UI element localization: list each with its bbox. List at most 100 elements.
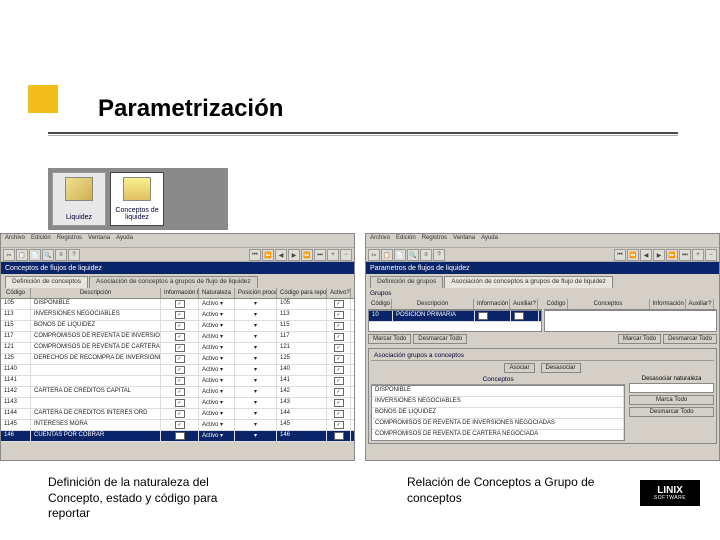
assoc-title: Asociación grupos a conceptos — [371, 351, 714, 361]
conceptos-button[interactable]: Conceptos de liquidez — [110, 172, 164, 226]
col-hist: Información histórica? — [161, 288, 199, 298]
table-row[interactable]: 1141✓Activo ▾▾141✓ — [1, 376, 354, 387]
conc-label: Conceptos — [371, 375, 625, 385]
nav-next[interactable]: ▶ — [653, 249, 665, 261]
liquidez-button[interactable]: Liquidez — [52, 172, 106, 226]
tb-btn[interactable]: 📄 — [394, 249, 406, 261]
nav-last[interactable]: ⏭ — [679, 249, 691, 261]
table-row[interactable]: 1143✓Activo ▾▾143✓ — [1, 398, 354, 409]
tab-asociacion[interactable]: Asociación de conceptos a grupos de fluj… — [89, 276, 258, 288]
tb-btn[interactable]: 📄 — [29, 249, 41, 261]
window-title-right: Parametros de flujos de liquidez — [366, 262, 719, 274]
desasociar-btn[interactable]: Desasociar — [541, 363, 581, 373]
list-item[interactable]: COMPROMISOS DE REVENTA DE INVERSIONES NE… — [372, 419, 624, 430]
menu-item[interactable]: Ventana — [88, 235, 110, 246]
list-item[interactable]: INVERSIONES NEGOCIABLES — [372, 397, 624, 408]
menu-item[interactable]: Archivo — [370, 235, 390, 246]
list-item[interactable]: DISPONIBLE — [372, 386, 624, 397]
conceptos-label: Conceptos de liquidez — [115, 207, 159, 221]
table-row[interactable]: 115BONOS DE LIQUIDEZ✓Activo ▾▾115✓ — [1, 321, 354, 332]
nav-first[interactable]: ⏮ — [614, 249, 626, 261]
marcar-btn[interactable]: Marcar Todo — [368, 334, 411, 344]
menu-item[interactable]: Ayuda — [481, 235, 498, 246]
table-row[interactable]: 1140✓Activo ▾▾140✓ — [1, 365, 354, 376]
caption-right: Relación de Conceptos a Grupo de concept… — [407, 475, 627, 506]
conceptos-header: Código Conceptos Información histórica? … — [544, 299, 718, 310]
menu-item[interactable]: Archivo — [5, 235, 25, 246]
nav-add[interactable]: + — [327, 249, 339, 261]
tb-btn[interactable]: ✂ — [3, 249, 15, 261]
tb-btn[interactable]: 📋 — [381, 249, 393, 261]
grupos-grid[interactable]: 10 POSICIÓN PRIMARIA ✓ — [368, 310, 542, 332]
table-row[interactable]: 105DISPONIBLE✓Activo ▾▾105✓ — [1, 299, 354, 310]
tb-btn[interactable]: ≡ — [420, 249, 432, 261]
marcar-btn-2[interactable]: Marcar Todo — [618, 334, 661, 344]
nav-next-page[interactable]: ⏩ — [301, 249, 313, 261]
table-row[interactable]: 113INVERSIONES NEGOCIABLES✓Activo ▾▾113✓ — [1, 310, 354, 321]
right-window: Archivo Edición Registros Ventana Ayuda … — [365, 233, 720, 461]
desasoc-label: Desasociar naturaleza — [629, 375, 714, 383]
nav-del[interactable]: − — [340, 249, 352, 261]
nav-add[interactable]: + — [692, 249, 704, 261]
menubar-right: Archivo Edición Registros Ventana Ayuda — [366, 234, 719, 248]
grid-body-left[interactable]: 105DISPONIBLE✓Activo ▾▾105✓113INVERSIONE… — [1, 299, 354, 442]
menu-item[interactable]: Ventana — [453, 235, 475, 246]
table-row[interactable]: 125DERECHOS DE RECOMPRA DE INVERSIONES N… — [1, 354, 354, 365]
col-desc: Descripción — [31, 288, 161, 298]
nav-prev[interactable]: ◀ — [275, 249, 287, 261]
col-codigo: Código — [1, 288, 31, 298]
table-row[interactable]: 117COMPROMISOS DE REVENTA DE INVERSIONES… — [1, 332, 354, 343]
col-nat: Naturaleza — [199, 288, 235, 298]
asociar-btn[interactable]: Asociar — [504, 363, 534, 373]
nav-next[interactable]: ▶ — [288, 249, 300, 261]
divider-2 — [48, 135, 678, 136]
table-row[interactable]: 1145INTERESES MORA✓Activo ▾▾145✓ — [1, 420, 354, 431]
tb-btn[interactable]: 🔍 — [42, 249, 54, 261]
menu-item[interactable]: Edición — [31, 235, 51, 246]
menu-item[interactable]: Registros — [57, 235, 82, 246]
table-row[interactable]: 1142CARTERA DE CRÉDITOS CAPITAL✓Activo ▾… — [1, 387, 354, 398]
grupos-header: Código Descripción Información histórica… — [368, 299, 542, 310]
concept-list[interactable]: DISPONIBLEINVERSIONES NEGOCIABLESBONOS D… — [371, 385, 625, 441]
nav-last[interactable]: ⏭ — [314, 249, 326, 261]
menu-item[interactable]: Edición — [396, 235, 416, 246]
col-activo: Activo? — [327, 288, 351, 298]
nav-prev[interactable]: ◀ — [640, 249, 652, 261]
tb-btn[interactable]: ? — [433, 249, 445, 261]
toolbar-left: ✂ 📋 📄 🔍 ≡ ? ⏮ ⏪ ◀ ▶ ⏩ ⏭ + − — [1, 248, 354, 262]
assoc-panel: Asociación grupos a conceptos Asociar De… — [368, 348, 717, 444]
tb-btn[interactable]: ? — [68, 249, 80, 261]
toolbar-right: ✂ 📋 📄 🔍 ≡ ? ⏮ ⏪ ◀ ▶ ⏩ ⏭ + − — [366, 248, 719, 262]
list-item[interactable]: COMPROMISOS DE REVENTA DE CARTERA NEGOCI… — [372, 430, 624, 441]
tab-def-grupos[interactable]: Definición de grupos — [370, 276, 443, 288]
conceptos-top-grid[interactable] — [544, 310, 718, 332]
nav-next-page[interactable]: ⏩ — [666, 249, 678, 261]
divider — [48, 132, 678, 134]
tabs-left: Definición de conceptos Asociación de co… — [1, 274, 354, 288]
nav-del[interactable]: − — [705, 249, 717, 261]
tab-definicion[interactable]: Definición de conceptos — [5, 276, 88, 288]
marca-todo-btn[interactable]: Marca Todo — [629, 395, 714, 405]
tb-btn[interactable]: ✂ — [368, 249, 380, 261]
accent-square — [28, 85, 58, 113]
tb-btn[interactable]: 🔍 — [407, 249, 419, 261]
nav-first[interactable]: ⏮ — [249, 249, 261, 261]
tb-btn[interactable]: 📋 — [16, 249, 28, 261]
left-window: Archivo Edición Registros Ventana Ayuda … — [0, 233, 355, 461]
nav-prev-page[interactable]: ⏪ — [627, 249, 639, 261]
nav-prev-page[interactable]: ⏪ — [262, 249, 274, 261]
list-item[interactable]: BONOS DE LIQUIDEZ — [372, 408, 624, 419]
desmarca-todo-btn[interactable]: Desmarcar Todo — [629, 407, 714, 417]
table-row[interactable]: 121COMPROMISOS DE REVENTA DE CARTERA NEG… — [1, 343, 354, 354]
menu-item[interactable]: Ayuda — [116, 235, 133, 246]
conceptos-icon — [123, 177, 151, 201]
tab-asoc[interactable]: Asociación de conceptos a grupos de fluj… — [444, 276, 613, 288]
col-rep: Código para reporte a entidades externas — [277, 288, 327, 298]
window-title-left: Conceptos de flujos de liquidez — [1, 262, 354, 274]
desmarcar-btn-2[interactable]: Desmarcar Todo — [663, 334, 717, 344]
desmarcar-btn[interactable]: Desmarcar Todo — [413, 334, 467, 344]
tb-btn[interactable]: ≡ — [55, 249, 67, 261]
table-row[interactable]: 146CUENTAS POR COBRAR✓Activo ▾▾146✓ — [1, 431, 354, 442]
table-row[interactable]: 1144CARTERA DE CRÉDITOS INTERÉS ORD✓Acti… — [1, 409, 354, 420]
menu-item[interactable]: Registros — [422, 235, 447, 246]
